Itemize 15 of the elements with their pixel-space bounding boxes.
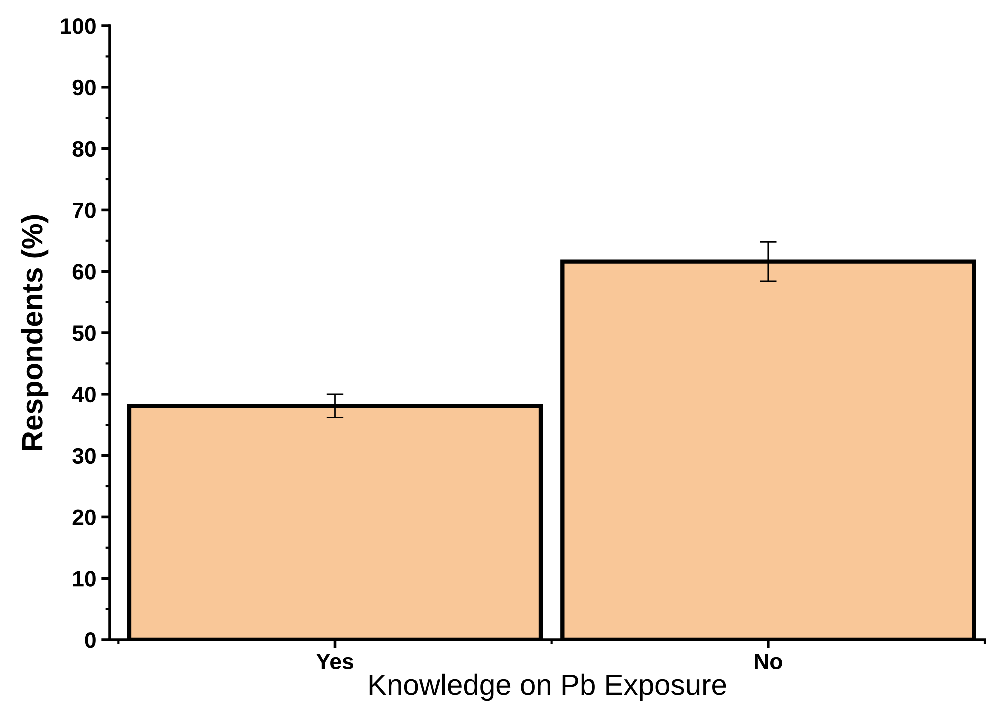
- y-tick-label: 100: [61, 18, 96, 34]
- x-tick-label: No: [755, 654, 782, 670]
- y-tick-label: 50: [72, 326, 96, 342]
- y-axis-title: Respondents (%): [21, 215, 49, 450]
- y-tick-label: 30: [72, 448, 96, 464]
- y-tick-label: 40: [72, 386, 96, 403]
- y-tick-label: 90: [72, 80, 96, 96]
- y-tick-label: 80: [72, 141, 96, 158]
- x-tick-label: Yes: [316, 654, 354, 670]
- y-tick-label: 20: [72, 510, 96, 526]
- y-tick-label: 0: [85, 632, 96, 648]
- y-tick-label: 70: [73, 202, 96, 218]
- y-tick-label: 60: [72, 264, 96, 280]
- x-axis-title: Knowledge on Pb Exposure: [370, 674, 726, 702]
- y-tick-label: 10: [73, 571, 96, 587]
